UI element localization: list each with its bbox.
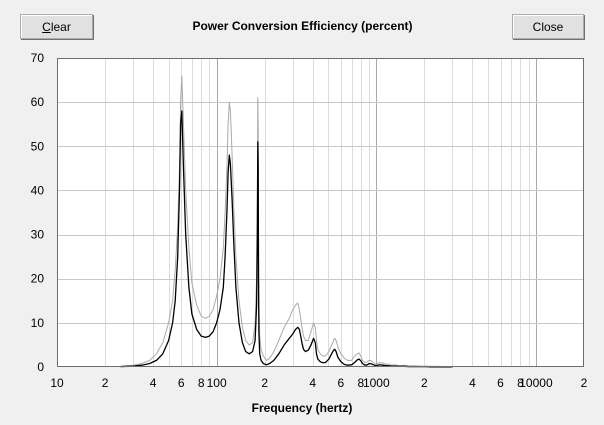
x-tick-label: 6 [497, 376, 504, 390]
clear-label-rest: lear [50, 19, 71, 34]
y-tick-label: 0 [37, 360, 44, 374]
efficiency-series-line [120, 75, 453, 368]
x-tick-label: 8 [357, 376, 364, 390]
plot-frame [57, 58, 584, 367]
x-tick-label: 4 [150, 376, 157, 390]
plot-area [57, 58, 584, 367]
x-tick-label: 2 [102, 376, 109, 390]
x-tick-label: 10 [50, 376, 64, 390]
y-tick-label: 50 [31, 139, 45, 153]
clear-accelerator-letter: C [42, 19, 51, 34]
y-tick-label: 70 [31, 51, 45, 65]
efficiency-series-line [120, 110, 453, 368]
x-tick-label: 4 [469, 376, 476, 390]
x-tick-label: 2 [421, 376, 428, 390]
x-tick-label: 1000 [363, 376, 390, 390]
y-tick-label: 60 [31, 95, 45, 109]
y-tick-label: 10 [31, 316, 45, 330]
x-tick-label: 6 [178, 376, 185, 390]
chart-title: Power Conversion Efficiency (percent) [192, 19, 413, 33]
x-tick-label: 4 [309, 376, 316, 390]
x-tick-label: 8 [517, 376, 524, 390]
y-tick-label: 20 [31, 272, 45, 286]
y-tick-label: 40 [31, 183, 45, 197]
y-tick-label: 30 [31, 228, 45, 242]
x-tick-label: 6 [338, 376, 345, 390]
x-tick-label: 2 [581, 376, 588, 390]
x-tick-label: 8 [198, 376, 205, 390]
x-axis-label: Frequency (hertz) [251, 401, 353, 415]
x-tick-label: 10000 [519, 376, 553, 390]
x-tick-label: 2 [261, 376, 268, 390]
close-button[interactable]: Close [512, 14, 584, 39]
x-tick-label: 100 [207, 376, 227, 390]
